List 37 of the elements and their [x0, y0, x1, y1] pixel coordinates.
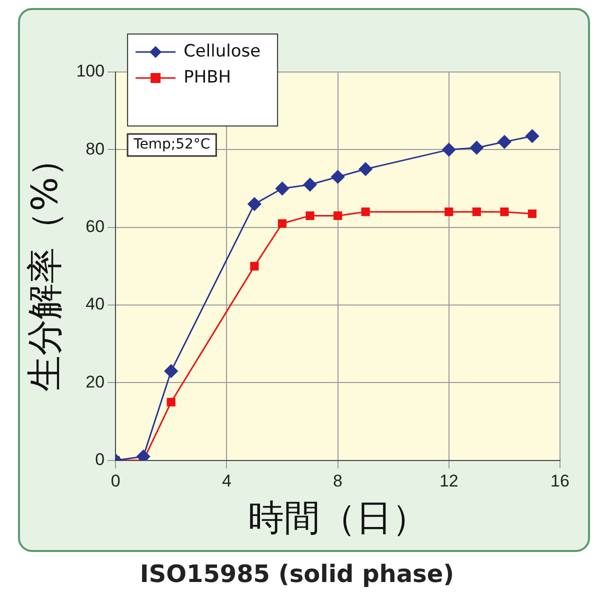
x-tick-label: 16	[550, 471, 570, 490]
x-tick-label: 8	[333, 471, 343, 490]
annotation: Temp;52°C	[132, 136, 210, 153]
point	[358, 162, 372, 176]
y-tick-label: 40	[86, 294, 105, 314]
point	[472, 208, 481, 216]
point	[470, 140, 484, 154]
point	[498, 135, 512, 149]
point	[275, 182, 289, 196]
y-tick-label: 0	[95, 450, 105, 470]
y-axis-title: 生分解率（%）	[24, 141, 66, 392]
point	[331, 170, 345, 184]
point	[333, 211, 342, 220]
legend-label: PHBH	[184, 67, 232, 88]
y-tick-label: 60	[86, 217, 105, 236]
x-axis-title: 時間（日）	[248, 498, 428, 539]
point	[528, 209, 537, 218]
point	[442, 142, 456, 156]
point	[250, 262, 259, 270]
point	[500, 208, 509, 216]
y-tick-label: 80	[86, 139, 105, 158]
point	[444, 208, 454, 216]
point	[303, 178, 317, 192]
x-tick-label: 12	[439, 471, 458, 490]
y-tick-label: 100	[76, 62, 105, 81]
point	[164, 364, 178, 378]
point	[525, 129, 539, 143]
point	[361, 208, 370, 216]
text: ISO15985 (solid phase)	[138, 560, 456, 588]
y-tick-label: 20	[86, 372, 105, 392]
point	[166, 398, 176, 406]
point	[306, 211, 314, 220]
legend-label: Cellulose	[184, 41, 261, 62]
point	[248, 197, 262, 211]
x-tick-label: 0	[110, 471, 120, 490]
point	[278, 219, 287, 228]
x-tick-label: 4	[222, 471, 232, 490]
